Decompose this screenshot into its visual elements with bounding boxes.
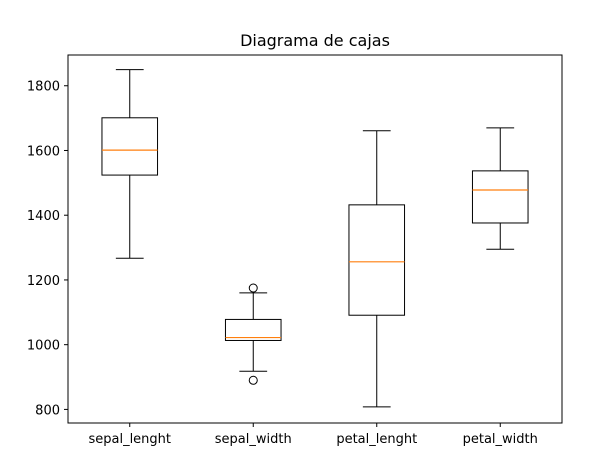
x-axis: sepal_lenght sepal_width petal_lenght petal…	[88, 423, 538, 447]
y-tick-label: 800	[35, 403, 60, 418]
iqr-box	[471, 170, 529, 224]
iqr-box	[224, 318, 282, 341]
x-tick-label: sepal_lenght	[88, 432, 171, 447]
y-tick-label: 1800	[27, 80, 60, 95]
y-tick-label: 1200	[27, 274, 60, 289]
outlier-point	[248, 283, 258, 293]
x-tick-label: sepal_width	[215, 432, 292, 447]
x-tick-label: petal_width	[463, 432, 538, 447]
y-tick-label: 1400	[27, 209, 60, 224]
box-petal_width	[471, 127, 529, 250]
chart-title: Diagrama de cajas	[240, 31, 390, 50]
iqr-box	[348, 204, 406, 316]
box-sepal_width	[224, 283, 282, 385]
y-tick-label: 1600	[27, 144, 60, 159]
outlier-point	[248, 375, 258, 385]
x-tick-label: petal_lenght	[336, 432, 417, 447]
plot-area	[67, 54, 563, 424]
y-tick-label: 1000	[27, 339, 60, 354]
box-sepal_lenght	[101, 69, 159, 259]
box-petal_lenght	[348, 130, 406, 408]
y-axis: 800 1000 1200 1400 1600 1800	[27, 80, 68, 418]
iqr-box	[101, 117, 159, 176]
box-series	[101, 69, 529, 408]
